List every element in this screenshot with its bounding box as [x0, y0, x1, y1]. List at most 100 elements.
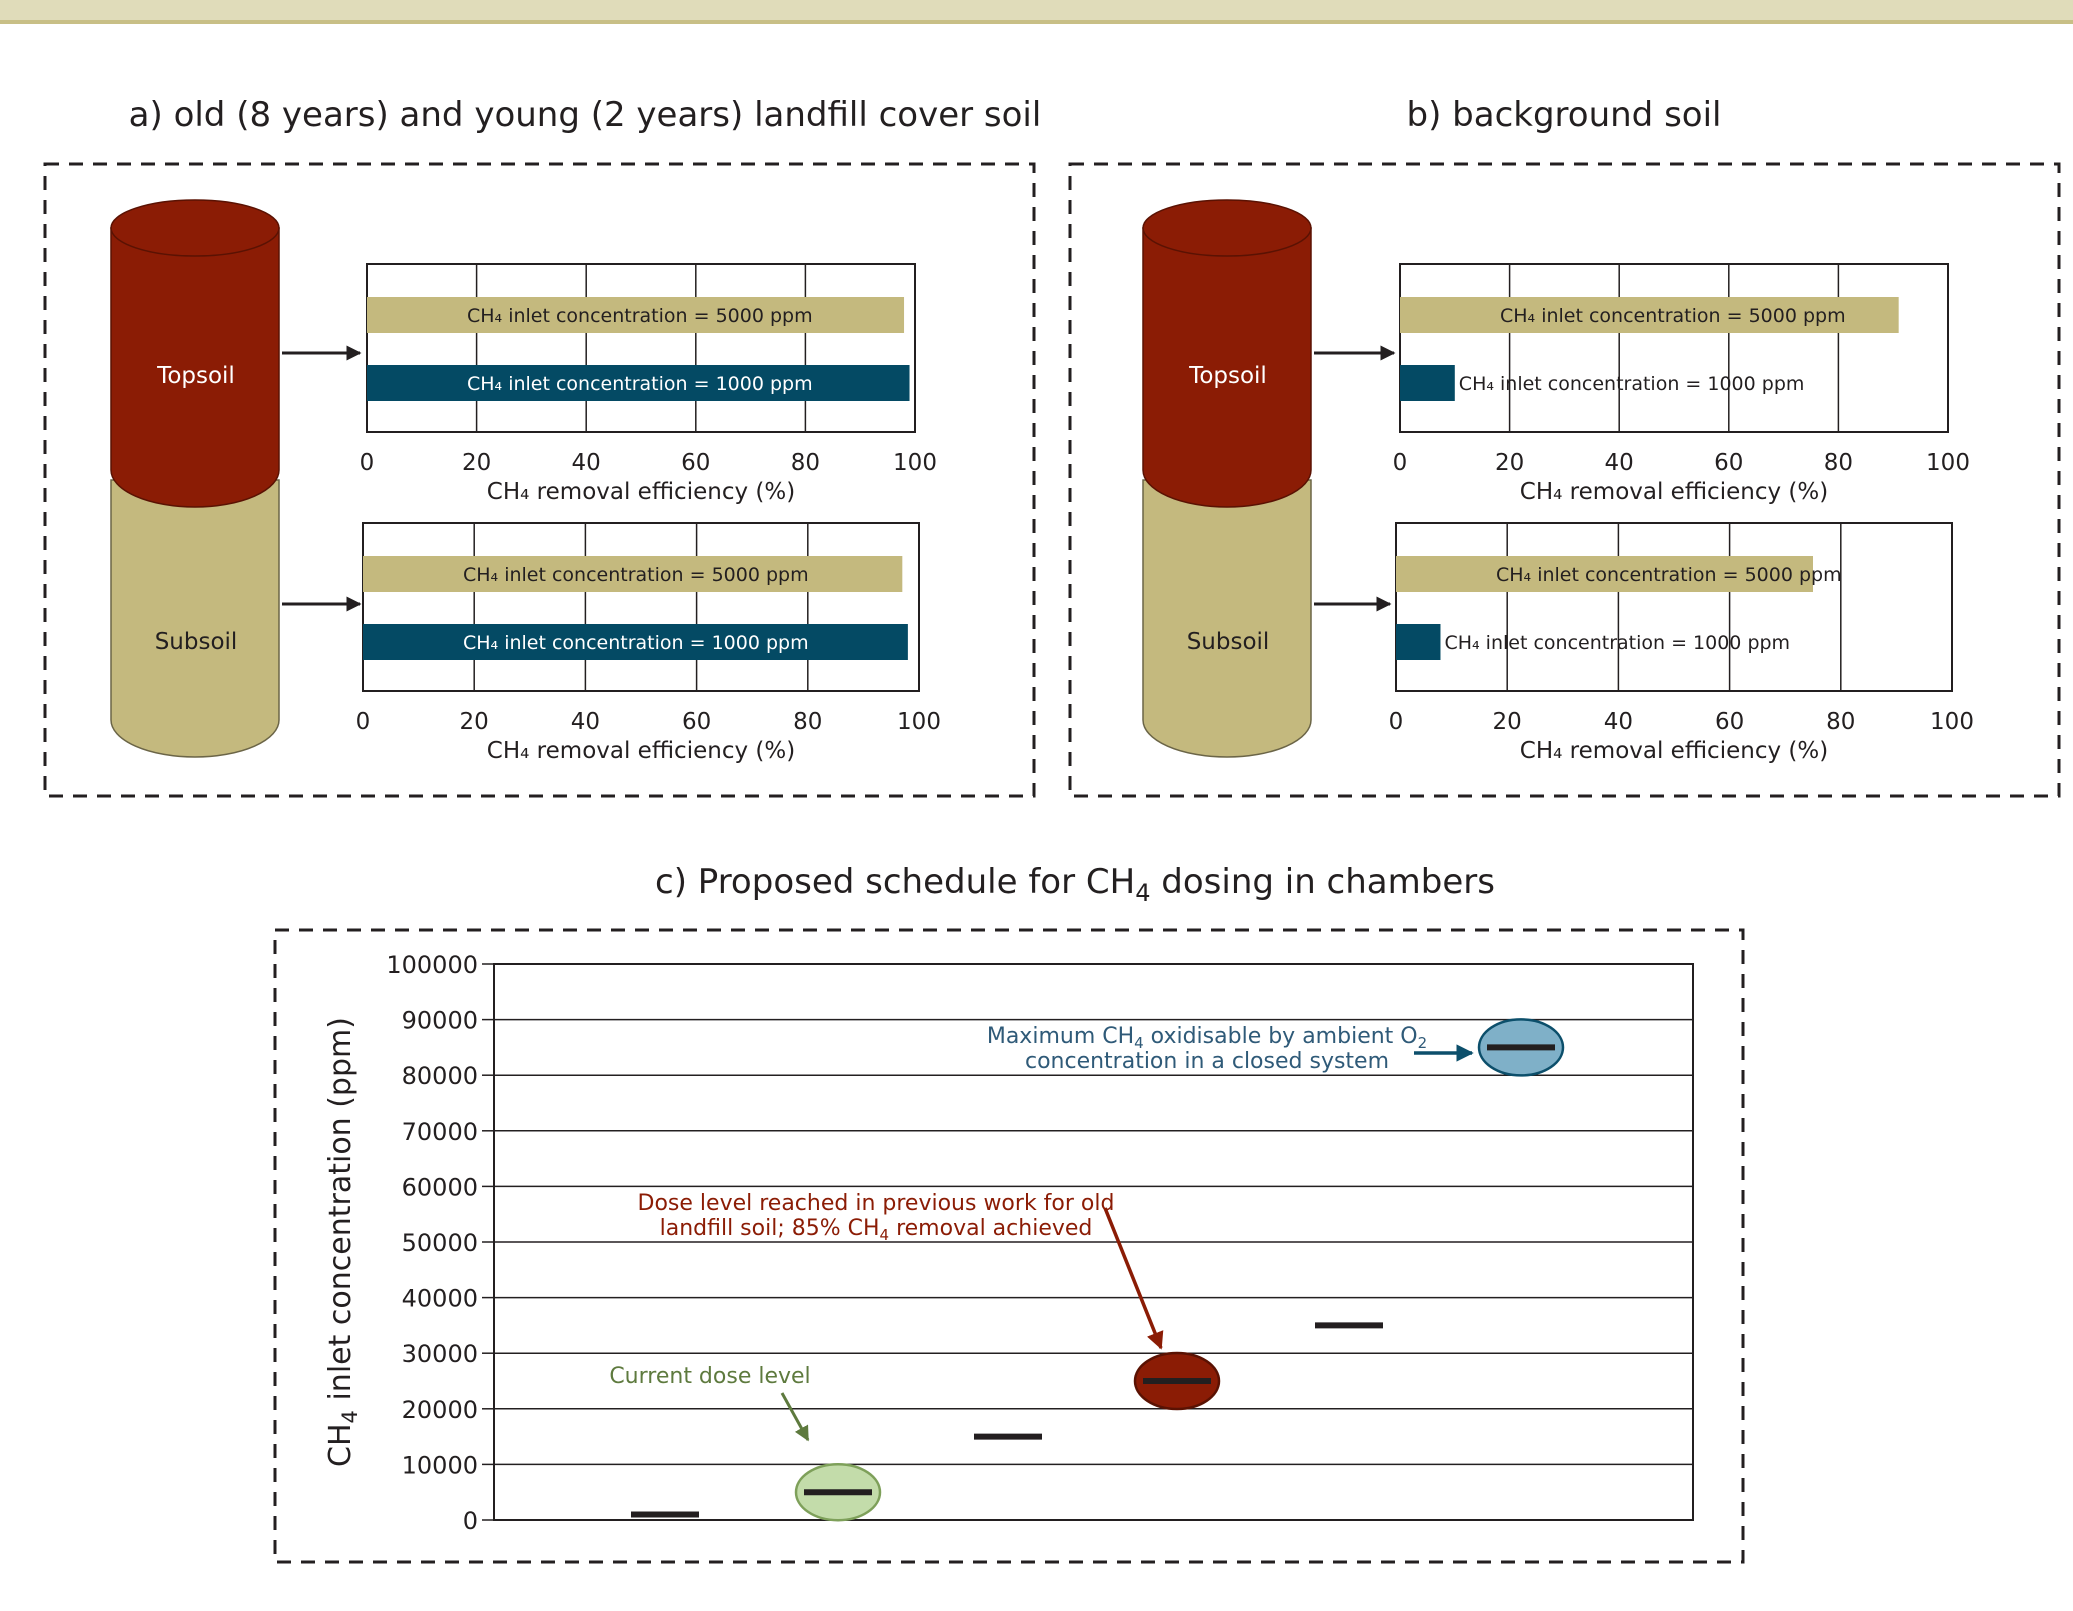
x-tick-label: 40 — [572, 450, 601, 476]
x-tick-label: 40 — [1605, 450, 1634, 476]
panel-c-title-suffix: dosing in chambers — [1150, 862, 1494, 902]
panel-c-title-subscript: 4 — [1135, 879, 1150, 907]
annotation-previous-line2-pre: landfill soil; 85% CH — [660, 1216, 880, 1241]
x-tick-label: 80 — [1824, 450, 1853, 476]
x-tick-label: 80 — [791, 450, 820, 476]
bar — [367, 297, 905, 333]
x-tick-label: 0 — [1389, 709, 1404, 735]
annotation-previous: Dose level reached in previous work for … — [638, 1191, 1164, 1350]
y-axis-label-subscript: 4 — [338, 1410, 362, 1423]
y-tick-label: 100000 — [386, 951, 478, 979]
x-axis-label: CH₄ removal efficiency (%) — [487, 738, 795, 764]
annotation-previous-line1: Dose level reached in previous work for … — [638, 1191, 1115, 1216]
bar — [363, 556, 903, 592]
y-tick-label: 20000 — [402, 1396, 478, 1424]
annotation-previous-line2-post: removal achieved — [889, 1216, 1092, 1241]
panel-a-title: a) old (8 years) and young (2 years) lan… — [129, 95, 1042, 135]
x-axis-label: CH₄ removal efficiency (%) — [487, 479, 795, 505]
bar-label: CH₄ inlet concentration = 5000 ppm — [463, 564, 809, 586]
panel-c-title: c) Proposed schedule for CH4 dosing in c… — [655, 862, 1495, 907]
panel-c-title-prefix: c) Proposed schedule for CH — [655, 862, 1135, 902]
panel-b-title: b) background soil — [1407, 95, 1722, 135]
subsoil-label: Subsoil — [155, 629, 238, 655]
plot-frame — [1399, 263, 1949, 433]
bar-chart-b-subsoil: 0 20 40 60 80 100 CH₄ inlet concentration = 50… — [1389, 522, 1974, 764]
bar-label: CH₄ inlet concentration = 1000 ppm — [1444, 632, 1790, 654]
x-tick-label: 100 — [897, 709, 941, 735]
soil-column-b: Topsoil Subsoil — [1142, 199, 1312, 758]
x-tick-label: 60 — [681, 450, 710, 476]
y-tick-label: 90000 — [402, 1007, 478, 1035]
bar-chart-b-topsoil: 0 20 40 60 80 100 CH₄ inlet concentration = 50… — [1393, 263, 1970, 505]
bar-label: CH₄ inlet concentration = 1000 ppm — [467, 373, 813, 395]
y-axis-label: CH4 inlet concentration (ppm) — [323, 1017, 362, 1467]
annotation-current-text: Current dose level — [609, 1364, 810, 1389]
annotation-maximum-line1: Maximum CH4 oxidisable by ambient O2 — [987, 1024, 1427, 1052]
x-tick-label: 100 — [1926, 450, 1970, 476]
y-tick-label: 50000 — [402, 1229, 478, 1257]
dose-schedule-chart: 0 10000 20000 30000 40000 50000 60000 70000 8000… — [323, 951, 1694, 1535]
x-tick-label: 60 — [1714, 450, 1743, 476]
x-tick-label: 60 — [682, 709, 711, 735]
x-tick-label: 20 — [462, 450, 491, 476]
y-tick-label: 40000 — [402, 1285, 478, 1313]
x-axis-label: CH₄ removal efficiency (%) — [1520, 479, 1828, 505]
plot-frame — [1395, 522, 1953, 692]
x-tick-label: 100 — [1930, 709, 1974, 735]
x-tick-label: 60 — [1715, 709, 1744, 735]
plot-frame — [493, 963, 1694, 1521]
annotation-maximum-line2: concentration in a closed system — [1025, 1049, 1389, 1074]
bar-chart-a-subsoil: 0 20 40 60 80 100 CH₄ inlet concentration = 50… — [356, 522, 941, 764]
top-banner — [0, 0, 2073, 24]
bar-label: CH₄ inlet concentration = 5000 ppm — [467, 305, 813, 327]
subsoil-label: Subsoil — [1187, 629, 1270, 655]
y-axis-label-part: inlet concentration (ppm) — [323, 1017, 358, 1410]
bar — [367, 365, 910, 401]
annotation-maximum-line1-pre: Maximum CH — [987, 1024, 1134, 1049]
x-tick-label: 80 — [1826, 709, 1855, 735]
y-tick-label: 70000 — [402, 1118, 478, 1146]
panel-c-frame — [273, 928, 1745, 1564]
bar — [1400, 365, 1455, 401]
y-tick-label: 80000 — [402, 1062, 478, 1090]
bar-label: CH₄ inlet concentration = 5000 ppm — [1496, 564, 1842, 586]
y-tick-label: 0 — [463, 1507, 478, 1535]
x-tick-label: 20 — [1493, 709, 1522, 735]
bar — [1396, 624, 1441, 660]
y-tick-label: 60000 — [402, 1173, 478, 1201]
annotation-maximum-subscript: 4 — [1134, 1034, 1144, 1052]
soil-column-a: Topsoil Subsoil — [110, 199, 280, 758]
bar-label: CH₄ inlet concentration = 1000 ppm — [463, 632, 809, 654]
y-tick-label: 10000 — [402, 1451, 478, 1479]
x-tick-label: 0 — [1393, 450, 1408, 476]
bar — [1396, 556, 1813, 592]
x-tick-label: 0 — [360, 450, 375, 476]
bar — [1400, 297, 1899, 333]
bar-chart-a-topsoil: 0 20 40 60 80 100 CH₄ inlet concentration = 50… — [360, 263, 937, 505]
panel-b-frame — [1068, 162, 2061, 798]
x-tick-label: 100 — [893, 450, 937, 476]
annotation-maximum-subscript-2: 2 — [1418, 1034, 1428, 1052]
annotation-current-arrow — [780, 1392, 810, 1442]
annotation-maximum-line1-mid: oxidisable by ambient O — [1144, 1024, 1418, 1049]
topsoil-label: Topsoil — [156, 363, 235, 389]
y-tick-label: 30000 — [402, 1340, 478, 1368]
plot-frame — [362, 522, 920, 692]
annotation-previous-arrow — [1103, 1207, 1164, 1350]
x-tick-label: 20 — [460, 709, 489, 735]
plot-frame — [366, 263, 916, 433]
x-tick-label: 0 — [356, 709, 371, 735]
bar — [363, 624, 908, 660]
panel-a-frame — [43, 162, 1036, 798]
x-tick-label: 80 — [793, 709, 822, 735]
x-tick-label: 40 — [571, 709, 600, 735]
x-tick-label: 40 — [1604, 709, 1633, 735]
y-axis-label-part: CH — [323, 1423, 358, 1467]
bar-label: CH₄ inlet concentration = 5000 ppm — [1500, 305, 1846, 327]
x-axis-label: CH₄ removal efficiency (%) — [1520, 738, 1828, 764]
bar-label: CH₄ inlet concentration = 1000 ppm — [1459, 373, 1805, 395]
annotation-previous-line2: landfill soil; 85% CH4 removal achieved — [660, 1216, 1093, 1244]
x-tick-label: 20 — [1495, 450, 1524, 476]
annotation-previous-subscript: 4 — [880, 1226, 890, 1244]
